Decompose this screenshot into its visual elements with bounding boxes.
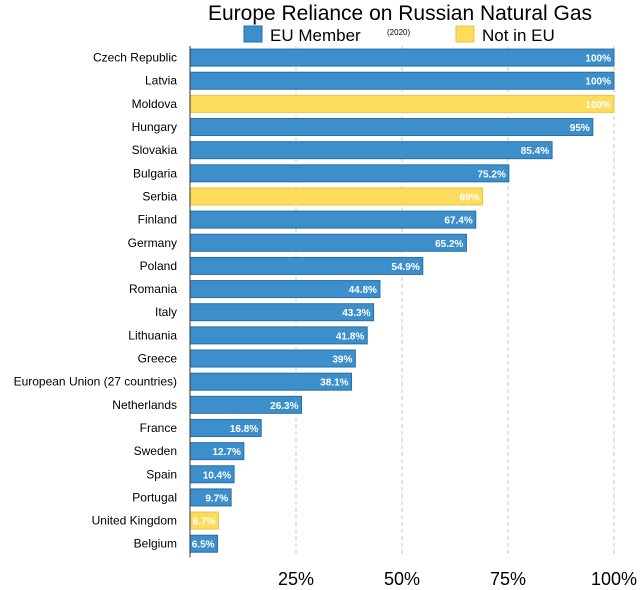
category-label-slovakia: Slovakia: [132, 143, 178, 157]
category-label-poland: Poland: [140, 259, 177, 273]
bar-czech-republic: [189, 48, 615, 67]
value-label-germany: 65.2%: [435, 239, 463, 250]
bar-row-greece: Greece 39%: [138, 349, 356, 368]
category-label-serbia: Serbia: [142, 189, 177, 203]
bar-row-sweden: Sweden 12.7%: [134, 442, 245, 461]
value-label-romania: 44.8%: [349, 285, 377, 296]
value-label-netherlands: 26.3%: [270, 401, 298, 412]
legend-label-eu-member: EU Member: [270, 26, 361, 45]
bar-row-united-kingdom: United Kingdom 6.7%: [92, 511, 219, 530]
category-label-sweden: Sweden: [134, 444, 177, 458]
category-label-european-union-27-countries: European Union (27 countries): [14, 375, 177, 389]
bar-moldova: [189, 94, 615, 113]
value-label-finland: 67.4%: [444, 216, 472, 227]
value-label-hungary: 95%: [570, 123, 590, 134]
value-label-portugal: 9.7%: [205, 493, 228, 504]
category-label-hungary: Hungary: [132, 120, 177, 134]
category-label-spain: Spain: [146, 467, 177, 481]
value-label-lithuania: 41.8%: [336, 331, 364, 342]
value-label-poland: 54.9%: [391, 262, 419, 273]
x-axis-ticks: 25% 50% 75% 100%: [278, 569, 637, 589]
bar-row-czech-republic: Czech Republic 100%: [93, 48, 615, 67]
legend-swatch-not-in-eu: [455, 25, 475, 43]
bar-row-portugal: Portugal 9.7%: [132, 488, 232, 507]
legend-label-not-in-eu: Not in EU: [482, 26, 555, 45]
x-tick-label-75: 75%: [490, 569, 526, 589]
bar-finland: [189, 210, 477, 229]
bar-row-italy: Italy 43.3%: [155, 303, 375, 322]
x-tick-label-100: 100%: [591, 569, 637, 589]
bar-greece: [189, 349, 356, 368]
bar-poland: [189, 256, 424, 275]
bar-latvia: [189, 71, 615, 90]
category-label-greece: Greece: [138, 352, 178, 366]
value-label-italy: 43.3%: [342, 308, 370, 319]
bar-row-slovakia: Slovakia 85.4%: [132, 141, 553, 160]
legend: EU Member (2020) Not in EU: [243, 25, 555, 45]
value-label-latvia: 100%: [585, 77, 611, 88]
value-label-european-union-27-countries: 38.1%: [320, 378, 348, 389]
bar-row-lithuania: Lithuania 41.8%: [128, 326, 368, 345]
category-label-czech-republic: Czech Republic: [93, 51, 177, 65]
bar-serbia: [189, 187, 484, 206]
category-label-bulgaria: Bulgaria: [133, 166, 177, 180]
bar-row-moldova: Moldova 100%: [132, 94, 615, 113]
bars: Czech Republic 100% Latvia 100% Moldova 100% H…: [14, 48, 615, 553]
category-label-united-kingdom: United Kingdom: [92, 514, 177, 528]
value-label-spain: 10.4%: [203, 470, 231, 481]
bar-row-european-union-27-countries: European Union (27 countries) 38.1%: [14, 372, 353, 391]
category-label-france: France: [140, 421, 178, 435]
bar-row-netherlands: Netherlands 26.3%: [112, 395, 303, 414]
value-label-greece: 39%: [332, 355, 352, 366]
category-label-germany: Germany: [128, 236, 177, 250]
bar-row-latvia: Latvia 100%: [145, 71, 615, 90]
bar-row-france: France 16.8%: [140, 418, 262, 437]
value-label-slovakia: 85.4%: [521, 146, 549, 157]
value-label-belgium: 6.5%: [192, 540, 215, 551]
value-label-bulgaria: 75.2%: [477, 169, 505, 180]
category-label-romania: Romania: [129, 282, 177, 296]
bar-row-belgium: Belgium 6.5%: [134, 534, 219, 553]
value-label-moldova: 100%: [585, 100, 611, 111]
bar-hungary: [189, 118, 594, 137]
bar-slovakia: [189, 141, 553, 160]
category-label-latvia: Latvia: [145, 74, 177, 88]
category-label-finland: Finland: [138, 213, 177, 227]
bar-bulgaria: [189, 164, 510, 183]
value-label-czech-republic: 100%: [585, 54, 611, 65]
category-label-lithuania: Lithuania: [128, 328, 177, 342]
bar-row-germany: Germany 65.2%: [128, 233, 467, 252]
value-label-france: 16.8%: [230, 424, 258, 435]
bar-row-hungary: Hungary 95%: [132, 118, 594, 137]
category-label-moldova: Moldova: [132, 97, 178, 111]
legend-swatch-eu-member: [243, 25, 263, 43]
bar-row-bulgaria: Bulgaria 75.2%: [133, 164, 510, 183]
category-label-netherlands: Netherlands: [112, 398, 177, 412]
value-label-united-kingdom: 6.7%: [193, 517, 216, 528]
bar-row-finland: Finland 67.4%: [138, 210, 477, 229]
bar-row-poland: Poland 54.9%: [140, 256, 424, 275]
category-label-portugal: Portugal: [132, 490, 177, 504]
x-tick-label-25: 25%: [278, 569, 314, 589]
bar-row-spain: Spain 10.4%: [146, 465, 235, 484]
bar-row-romania: Romania 44.8%: [129, 280, 381, 299]
chart-title: Europe Reliance on Russian Natural Gas: [208, 2, 592, 25]
value-label-sweden: 12.7%: [212, 447, 240, 458]
category-label-italy: Italy: [155, 305, 177, 319]
bar-germany: [189, 233, 467, 252]
chart-subtitle: (2020): [387, 28, 410, 37]
x-tick-label-50: 50%: [384, 569, 420, 589]
category-label-belgium: Belgium: [134, 537, 177, 551]
bar-row-serbia: Serbia 69%: [142, 187, 484, 206]
value-label-serbia: 69%: [460, 192, 480, 203]
